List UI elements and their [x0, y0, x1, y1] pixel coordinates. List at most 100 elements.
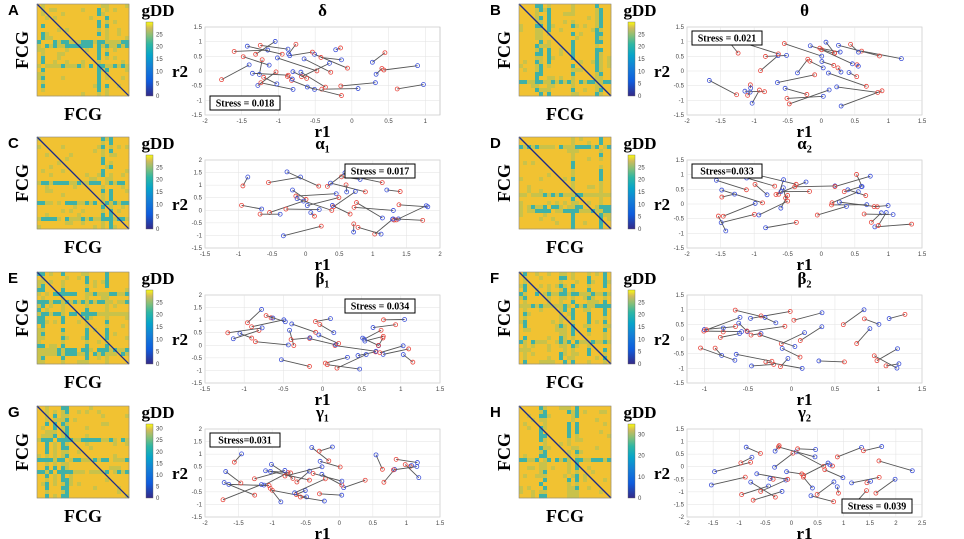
pair-link	[834, 175, 871, 187]
heatmap-cell	[57, 161, 62, 166]
heatmap-cell	[571, 284, 576, 289]
fcg-heatmap	[518, 271, 612, 365]
heatmap-cell	[53, 360, 58, 365]
heatmap-cell	[599, 40, 604, 45]
heatmap-cell	[583, 348, 588, 353]
heatmap-cell	[73, 422, 78, 427]
heatmap-cell	[121, 360, 126, 365]
heatmap-cell	[523, 304, 528, 309]
heatmap-cell	[563, 217, 568, 222]
heatmap-cell	[555, 4, 560, 9]
x-tick-label: -1.5	[233, 521, 244, 527]
heatmap-cell	[65, 312, 70, 317]
heatmap-cell	[547, 68, 552, 73]
heatmap-cell	[121, 316, 126, 321]
heatmap-cell	[543, 340, 548, 345]
pair-link	[838, 44, 880, 57]
point-blue	[764, 192, 770, 198]
heatmap-cell	[85, 169, 90, 174]
heatmap-cell	[539, 48, 544, 53]
heatmap-cell	[607, 316, 612, 321]
heatmap-cell	[567, 137, 572, 142]
point-red	[363, 189, 368, 195]
heatmap-cell	[603, 430, 608, 435]
heatmap-cell	[69, 28, 74, 33]
heatmap-cell	[41, 284, 46, 289]
x-tick-label: 1.5	[918, 387, 927, 393]
heatmap-cell	[571, 340, 576, 345]
heatmap-cell	[555, 205, 560, 210]
heatmap-cell	[543, 149, 548, 154]
pair-link	[291, 323, 316, 333]
heatmap-cell	[531, 356, 536, 361]
heatmap-cell	[603, 320, 608, 325]
heatmap-cell	[579, 340, 584, 345]
heatmap-cell	[555, 280, 560, 285]
heatmap-cell	[543, 80, 548, 85]
heatmap-cell	[65, 356, 70, 361]
point-blue	[748, 85, 754, 91]
heatmap-cell	[531, 422, 536, 427]
pair-link	[786, 95, 824, 99]
heatmap-cell	[535, 64, 540, 69]
heatmap-cell	[85, 406, 90, 411]
y-tick-label: 0.5	[676, 54, 685, 60]
heatmap-cell	[543, 56, 548, 61]
heatmap-cell	[555, 348, 560, 353]
pair-link	[797, 58, 809, 74]
heatmap-cell	[531, 340, 536, 345]
heatmap-frame	[518, 3, 612, 97]
heatmap-cell	[607, 438, 612, 443]
heatmap-cell	[595, 44, 600, 49]
point-blue	[223, 469, 229, 474]
heatmap-cell	[109, 205, 114, 210]
heatmap-cell	[603, 276, 608, 281]
heatmap-cell	[595, 201, 600, 206]
point-red	[760, 200, 765, 206]
point-blue	[304, 84, 310, 90]
heatmap-cell	[547, 276, 552, 281]
colorbar-tick-label: 5	[638, 350, 642, 356]
heatmap-cell	[53, 12, 58, 17]
y-tick-label: -0.5	[192, 356, 203, 362]
heatmap-cell	[607, 300, 612, 305]
heatmap-cell	[57, 482, 62, 487]
heatmap-cell	[77, 80, 82, 85]
heatmap-cell	[607, 64, 612, 69]
heatmap-cell	[607, 177, 612, 182]
heatmap-cell	[579, 454, 584, 459]
heatmap-cell	[73, 478, 78, 483]
heatmap-cell	[41, 145, 46, 150]
heatmap-cell	[97, 141, 102, 146]
heatmap-cell	[81, 490, 86, 495]
heatmap-cell	[563, 213, 568, 218]
heatmap-cell	[77, 418, 82, 423]
heatmap-cell	[53, 494, 58, 499]
heatmap-cell	[591, 205, 596, 210]
heatmap-cell	[595, 68, 600, 73]
heatmap-cell	[41, 20, 46, 25]
heatmap-cell	[117, 466, 122, 471]
heatmap-cell	[523, 284, 528, 289]
heatmap-cell	[37, 308, 42, 313]
heatmap-cell	[519, 189, 524, 194]
heatmap-cell	[81, 272, 86, 277]
point-red	[807, 189, 812, 194]
heatmap-cell	[599, 197, 604, 202]
point-red	[793, 219, 799, 225]
heatmap-cell	[49, 189, 54, 194]
heatmap-cell	[523, 430, 528, 435]
heatmap-cell	[45, 153, 50, 158]
pair-link	[225, 471, 242, 484]
heatmap-cell	[607, 406, 612, 411]
fcg-heatmap	[36, 136, 130, 230]
heatmap-cell	[93, 20, 98, 25]
heatmap-cell	[105, 169, 110, 174]
heatmap-cell	[97, 434, 102, 439]
heatmap-cell	[543, 308, 548, 313]
x-tick-label: 2	[438, 252, 442, 258]
heatmap-cell	[539, 44, 544, 49]
heatmap-cell	[69, 324, 74, 329]
heatmap-cell	[97, 189, 102, 194]
heatmap-cell	[37, 221, 42, 226]
